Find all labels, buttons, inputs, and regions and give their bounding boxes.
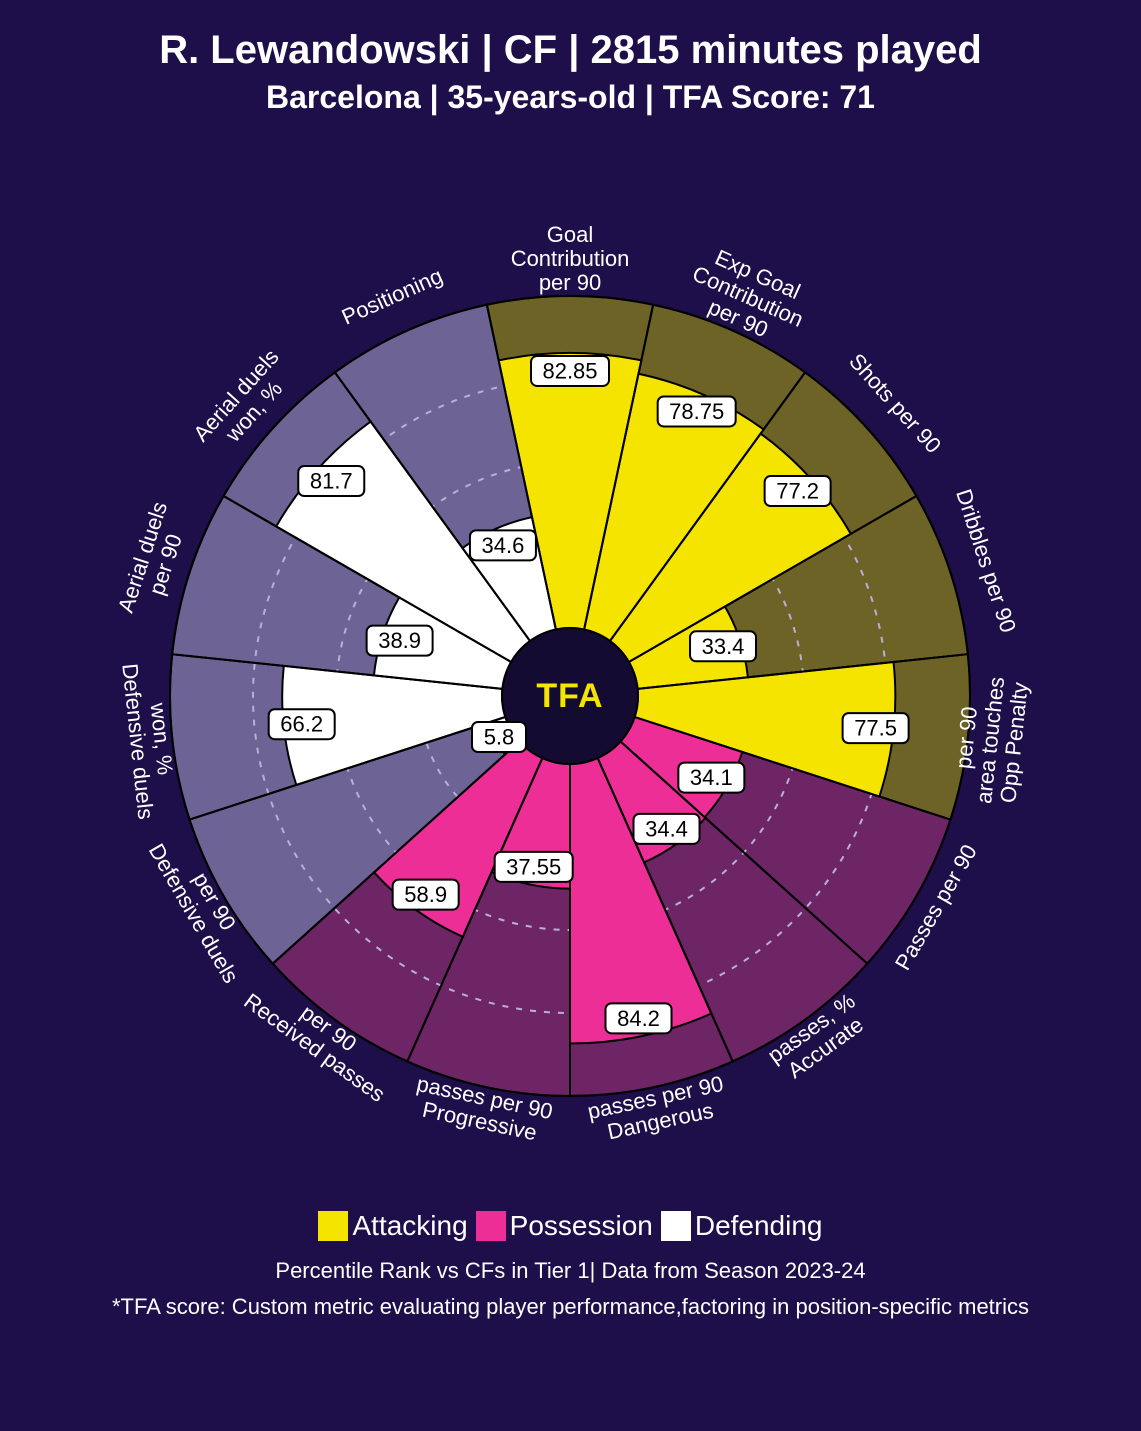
value-label: 84.2	[617, 1006, 660, 1031]
value-label: 34.4	[645, 816, 688, 841]
value-label: 33.4	[702, 634, 745, 659]
value-label: 81.7	[310, 469, 353, 494]
center-logo: TFA	[536, 677, 603, 715]
value-label: 77.5	[854, 716, 897, 741]
value-label: 82.85	[542, 358, 597, 383]
footer-line-1: Percentile Rank vs CFs in Tier 1| Data f…	[0, 1258, 1141, 1284]
polar-chart: TFA 82.85 78.75 77.2 33.4 77.5 34.1 34.4 84.2 37.…	[0, 116, 1141, 1216]
page-subtitle: Barcelona | 35-years-old | TFA Score: 71	[0, 73, 1141, 116]
value-label: 38.9	[378, 628, 421, 653]
svg-text:Positioning: Positioning	[338, 263, 447, 330]
value-label: 37.55	[506, 854, 561, 879]
metric-label: GoalContributionper 90	[511, 222, 630, 295]
svg-text:Goal: Goal	[547, 222, 593, 247]
svg-text:per 90: per 90	[539, 270, 601, 295]
page: R. Lewandowski | CF | 2815 minutes playe…	[0, 0, 1141, 1431]
value-label: 78.75	[669, 399, 724, 424]
value-label: 34.6	[482, 533, 525, 558]
value-label: 77.2	[776, 479, 819, 504]
value-label: 66.2	[280, 712, 323, 737]
page-title: R. Lewandowski | CF | 2815 minutes playe…	[0, 0, 1141, 73]
footer-line-2: *TFA score: Custom metric evaluating pla…	[0, 1294, 1141, 1320]
svg-text:Contribution: Contribution	[511, 246, 630, 271]
value-label: 58.9	[404, 882, 447, 907]
value-label: 5.8	[484, 725, 515, 750]
value-label: 34.1	[690, 765, 733, 790]
metric-label: Positioning	[338, 263, 447, 330]
